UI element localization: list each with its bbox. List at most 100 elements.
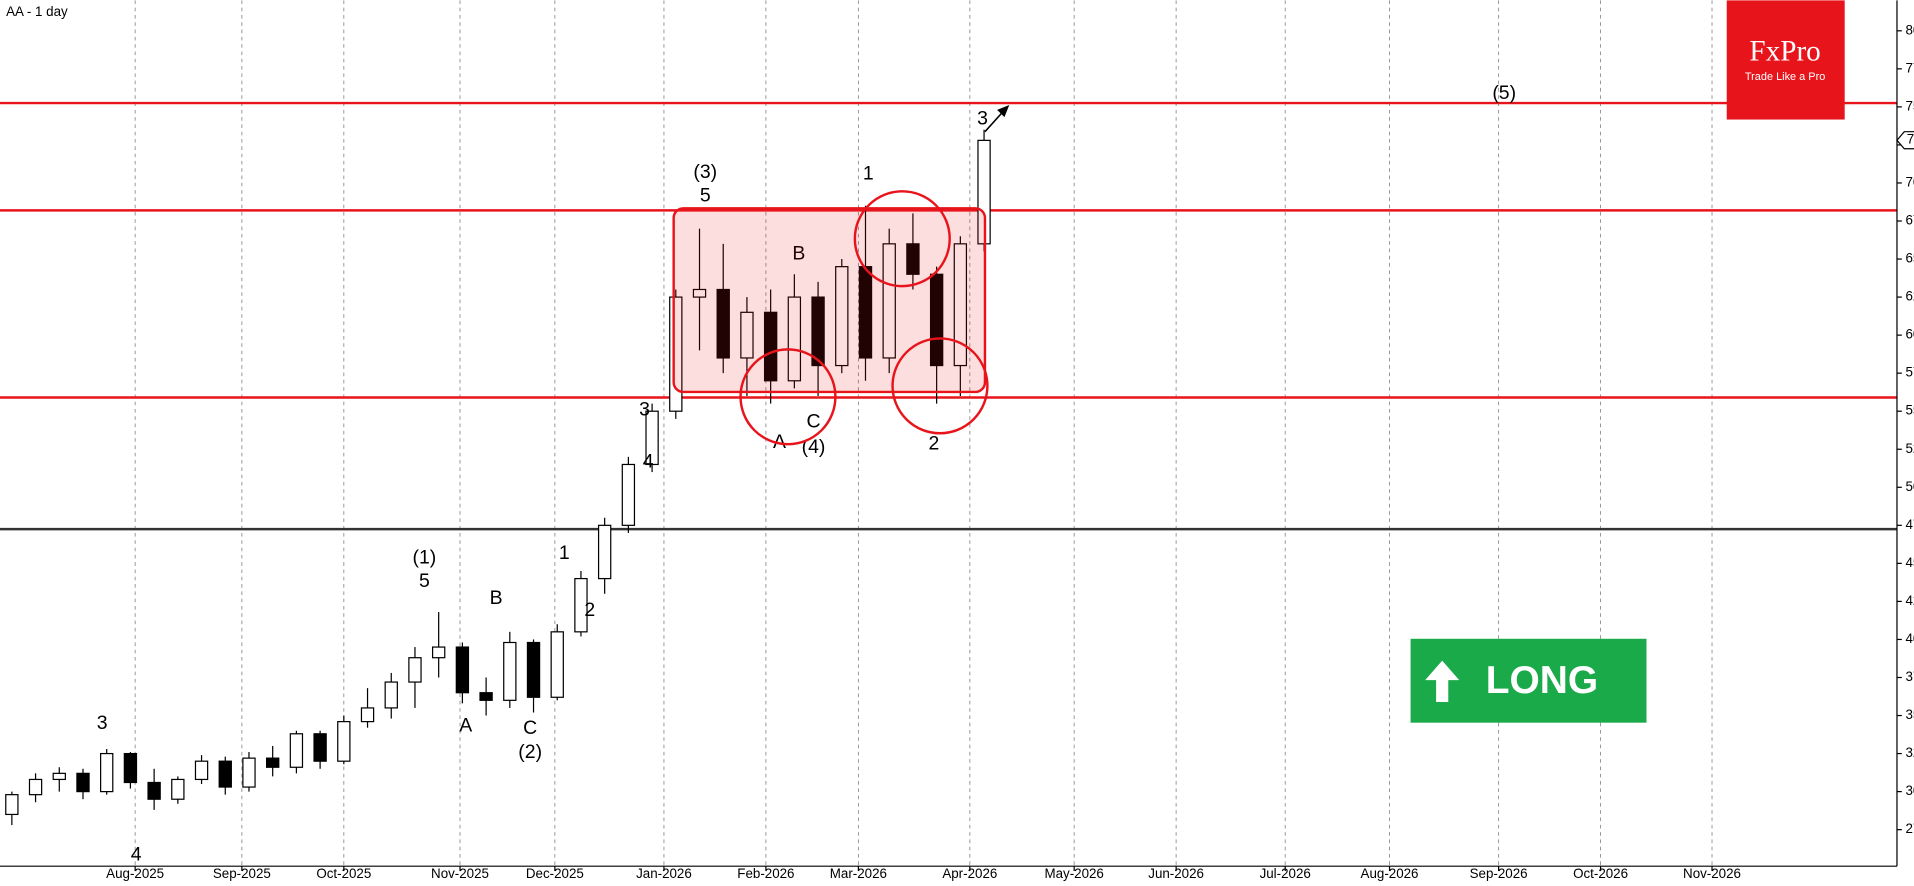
x-tick-label: Jun-2026 — [1148, 866, 1204, 881]
wave-label: 3 — [97, 712, 108, 734]
x-tick-label: Nov-2026 — [1683, 866, 1741, 881]
y-tick-label: 57.50 — [1905, 365, 1914, 380]
wave-label: C — [523, 717, 537, 739]
y-tick-label: 40.00 — [1905, 631, 1914, 646]
wave-label: (3) — [693, 161, 717, 183]
candle-body — [526, 641, 541, 698]
x-tick-label: Aug-2026 — [1361, 866, 1419, 881]
y-tick-label: 35.00 — [1905, 707, 1914, 722]
candle-body — [645, 410, 659, 466]
candle-body — [621, 463, 636, 526]
wave-label: (1) — [413, 547, 437, 569]
highlight-circle — [891, 337, 989, 435]
wave-label: 3 — [639, 398, 650, 420]
x-tick-label: Oct-2026 — [1573, 866, 1628, 881]
wave-label: (5) — [1492, 82, 1516, 104]
candle-body — [360, 707, 375, 723]
x-tick-label: Apr-2026 — [942, 866, 997, 881]
candle-body — [28, 778, 43, 796]
x-tick-label: May-2026 — [1044, 866, 1103, 881]
wave-label: 5 — [419, 570, 430, 592]
y-tick-label: 80.00 — [1905, 22, 1914, 37]
candle-body — [408, 657, 422, 683]
y-tick-label: 77.50 — [1905, 60, 1914, 75]
wave-label: 3 — [977, 108, 988, 130]
signal-label: LONG — [1486, 659, 1598, 702]
candle-body — [763, 311, 778, 382]
brand-tagline: Trade Like a Pro — [1745, 71, 1825, 83]
candle-body — [194, 760, 209, 781]
y-tick-label: 37.50 — [1905, 669, 1914, 684]
wave-label: 2 — [584, 599, 595, 621]
candle-body — [242, 757, 256, 788]
wave-label: A — [773, 431, 786, 453]
y-tick-label: 60.00 — [1905, 327, 1914, 342]
candle-body — [100, 752, 114, 793]
candle-body — [123, 752, 138, 784]
candle-body — [431, 646, 446, 659]
candle-body — [313, 733, 327, 762]
price-marker — [1896, 131, 1914, 150]
candle-body — [455, 646, 470, 694]
arrow-head — [997, 104, 1010, 118]
y-tick-label: 42.50 — [1905, 593, 1914, 608]
x-tick-label: Mar-2026 — [830, 866, 887, 881]
candle-body — [479, 692, 493, 701]
y-tick-label: 65.00 — [1905, 251, 1914, 266]
candle-body — [52, 772, 66, 781]
y-tick-label: 45.00 — [1905, 555, 1914, 570]
wave-label: C — [806, 410, 820, 432]
candle-body — [811, 296, 825, 367]
y-tick-label: 67.50 — [1905, 213, 1914, 228]
signal-arrow — [1425, 660, 1460, 703]
y-tick-label: 55.00 — [1905, 403, 1914, 418]
y-tick-label: 62.50 — [1905, 289, 1914, 304]
current-price-label: 72.81 — [1907, 132, 1914, 147]
y-tick-label: 50.00 — [1905, 479, 1914, 494]
candle-body — [835, 266, 849, 367]
x-tick-label: Sep-2026 — [1470, 866, 1528, 881]
y-tick-label: 70.00 — [1905, 174, 1914, 189]
candle-body — [76, 772, 90, 793]
candle-body — [953, 243, 968, 367]
brand-box — [1726, 0, 1845, 120]
wave-label: B — [490, 587, 503, 609]
wave-label: (2) — [518, 741, 542, 763]
candle-body — [740, 311, 754, 359]
candle-body — [716, 288, 730, 359]
wave-label: 4 — [643, 451, 654, 473]
brand-name: FxPro — [1749, 36, 1820, 68]
candle-body — [882, 243, 896, 359]
candle-body — [692, 288, 707, 298]
candle-body — [597, 524, 612, 580]
y-tick-label: 47.50 — [1905, 517, 1914, 532]
candle-body — [384, 681, 398, 709]
range-box — [672, 207, 987, 394]
candle-body — [171, 778, 185, 800]
wave-label: B — [792, 243, 805, 265]
x-tick-label: Dec-2025 — [526, 866, 584, 881]
candle-body — [550, 631, 564, 698]
y-tick-label: 75.00 — [1905, 98, 1914, 113]
x-tick-label: Jul-2026 — [1260, 866, 1311, 881]
y-tick-label: 27.50 — [1905, 821, 1914, 836]
candle-body — [218, 760, 232, 788]
wave-label: 5 — [700, 184, 711, 206]
y-tick-label: 52.50 — [1905, 441, 1914, 456]
candle-body — [787, 296, 802, 382]
y-tick-label: 32.50 — [1905, 745, 1914, 760]
x-tick-label: Aug-2025 — [106, 866, 164, 881]
candle-body — [337, 721, 351, 762]
wave-label: 1 — [559, 542, 570, 564]
x-tick-label: Nov-2025 — [431, 866, 489, 881]
wave-label: (4) — [802, 436, 826, 458]
wave-label: 4 — [131, 843, 142, 865]
candle-body — [906, 243, 920, 275]
candle-body — [503, 641, 517, 701]
candle-body — [266, 757, 280, 768]
signal-box — [1410, 638, 1647, 723]
x-tick-label: Jan-2026 — [636, 866, 692, 881]
wave-label: A — [459, 714, 472, 736]
